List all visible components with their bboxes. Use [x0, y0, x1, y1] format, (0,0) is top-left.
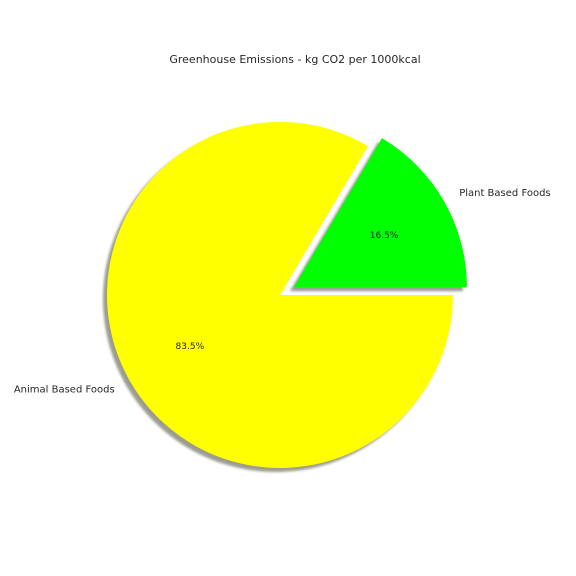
- pie-slice-plant-based-foods: [293, 138, 467, 288]
- slice-label-plant-based-foods: Plant Based Foods: [459, 188, 550, 199]
- pie-slice-layer: [107, 122, 467, 468]
- pie-label-layer: 16.5% Plant Based Foods 83.5% Animal Based …: [14, 188, 551, 395]
- pie-slice-animal-based-foods: [107, 122, 454, 468]
- pct-label-plant-based-foods: 16.5%: [370, 231, 399, 241]
- pct-label-animal-based-foods: 83.5%: [176, 342, 205, 352]
- chart-title: Greenhouse Emissions - kg CO2 per 1000kc…: [169, 53, 420, 66]
- slice-label-animal-based-foods: Animal Based Foods: [14, 384, 115, 395]
